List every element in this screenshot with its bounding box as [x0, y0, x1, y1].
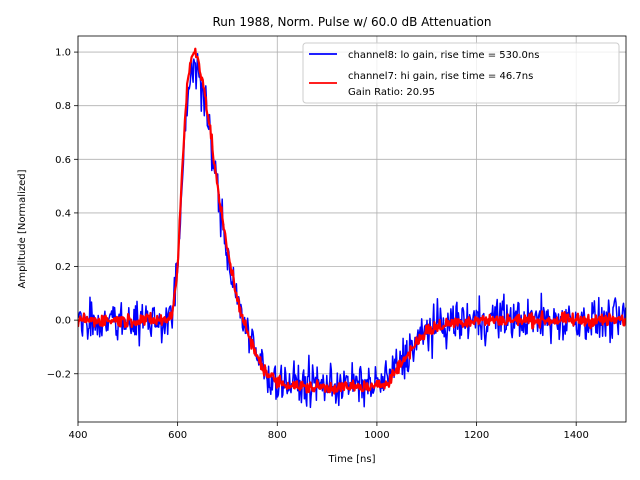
legend-label-series-1: channel7: hi gain, rise time = 46.7ns — [348, 71, 533, 82]
legend: channel8: lo gain, rise time = 530.0ns c… — [302, 42, 620, 104]
y-tick-label: 0.2 — [55, 262, 71, 273]
x-tick-label: 1000 — [364, 430, 389, 441]
x-tick-label: 600 — [168, 430, 187, 441]
series-line-1 — [78, 47, 626, 395]
plot-frame — [77, 35, 627, 423]
x-tick-label: 1400 — [563, 430, 588, 441]
y-tick-label: −0.2 — [47, 369, 71, 380]
chart-title: Run 1988, Norm. Pulse w/ 60.0 dB Attenua… — [213, 15, 492, 29]
y-tick-label: 0.8 — [55, 101, 71, 112]
ticks: 400 600 800 1000 1200 1400 −0.2 0.0 0.2 0.4 0.6 0.8… — [47, 48, 589, 441]
legend-label-series-0: channel8: lo gain, rise time = 530.0ns — [348, 50, 539, 61]
y-axis-label: Amplitude [Normalized] — [17, 169, 28, 288]
y-tick-label: 1.0 — [55, 48, 71, 59]
y-tick-label: 0.0 — [55, 316, 71, 327]
legend-gain-ratio: Gain Ratio: 20.95 — [348, 87, 435, 98]
y-tick-label: 0.4 — [55, 208, 71, 219]
y-tick-label: 0.6 — [55, 155, 71, 166]
x-tick-label: 400 — [68, 430, 87, 441]
x-tick-label: 1200 — [464, 430, 489, 441]
legend-box — [302, 42, 620, 104]
series-layer — [78, 47, 626, 409]
x-tick-label: 800 — [268, 430, 287, 441]
x-axis-label: Time [ns] — [327, 454, 375, 465]
